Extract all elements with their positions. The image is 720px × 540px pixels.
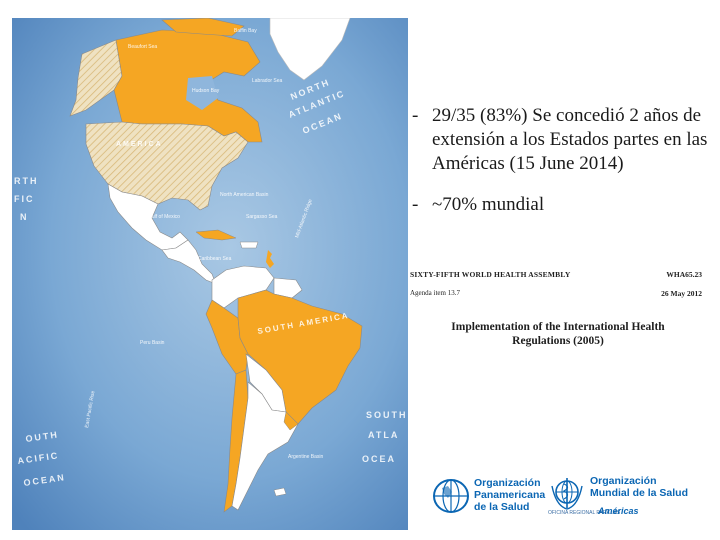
ocean-label: FIC [14,194,35,204]
paho-globe-icon [433,479,469,513]
who-region-label: Américas [598,506,639,516]
resolution-title: Implementation of the International Heal… [451,321,665,347]
feature-label: Argentine Basin [288,454,324,460]
paho-name-line: Organización [474,477,541,489]
who-emblem-icon [551,478,583,510]
ocean-label: ATLA [368,430,399,440]
feature-labels: Labrador Sea Hudson Bay Beaufort Sea Baf… [84,28,323,460]
arctic-islands [161,18,245,37]
feature-label: Beaufort Sea [128,44,157,50]
feature-label: North American Basin [220,192,269,198]
hudson-bay [186,76,218,110]
bullet-item: - ~70% mundial [412,193,716,217]
resolution-date: 26 May 2012 [661,289,702,298]
feature-label: Peru Basin [140,340,165,346]
feature-label: Baffin Bay [234,28,257,34]
paho-name-line: de la Salud [474,501,530,513]
bullet-text: 29/35 (83%) Se concedió 2 años de extens… [432,105,708,174]
brazil [237,289,363,425]
guianas [273,277,303,299]
uruguay [283,411,299,431]
feature-label: Caribbean Sea [198,256,232,262]
bullet-marker: - [412,194,419,215]
mexico [107,183,189,251]
argentina [231,381,299,511]
feature-label: Sargasso Sea [246,214,278,220]
cuba [195,229,237,241]
feature-label: Gulf of Mexico [148,214,180,220]
paho-logo: Organización Panamericana de la Salud [432,474,546,518]
ocean-label: OCEA [362,454,396,464]
who-name-line: Mundial de la Salud [590,487,689,499]
agenda-item: Agenda item 13.7 [410,289,460,297]
ocean-label: OUTH [25,429,60,444]
paho-name-line: Panamericana [474,489,546,501]
ocean-label: N [20,212,29,222]
feature-label: Hudson Bay [192,88,220,94]
america-label: AMERICA [116,141,163,148]
resolution-code: WHA65.23 [666,270,702,279]
resolution-excerpt: SIXTY-FIFTH WORLD HEALTH ASSEMBLY WHA65.… [408,260,708,360]
falklands [273,487,287,497]
bullet-list: - 29/35 (83%) Se concedió 2 años de exte… [412,104,716,217]
americas-map: NORTH ATLANTIC OCEAN RTH FIC N OUTH ACIF… [12,18,408,530]
north-pacific-label: RTH FIC N [14,176,39,222]
ocean-label: RTH [14,176,39,186]
greenland [269,18,351,81]
who-office-label: OFICINA REGIONAL PARA LAS [548,510,621,516]
lesser-antilles [266,250,274,268]
ocean-label: SOUTH [366,410,408,420]
assembly-heading: SIXTY-FIFTH WORLD HEALTH ASSEMBLY [410,270,571,279]
bullet-marker: - [412,105,419,126]
hispaniola [239,241,259,249]
feature-label: Labrador Sea [252,78,283,84]
south-atlantic-label: SOUTH ATLA OCEA [362,410,408,464]
who-logo: Organización Mundial de la Salud OFICINA… [548,472,688,518]
bullet-item: - 29/35 (83%) Se concedió 2 años de exte… [412,104,716,176]
bullet-text: ~70% mundial [432,194,545,215]
who-name-line: Organización [590,475,657,487]
